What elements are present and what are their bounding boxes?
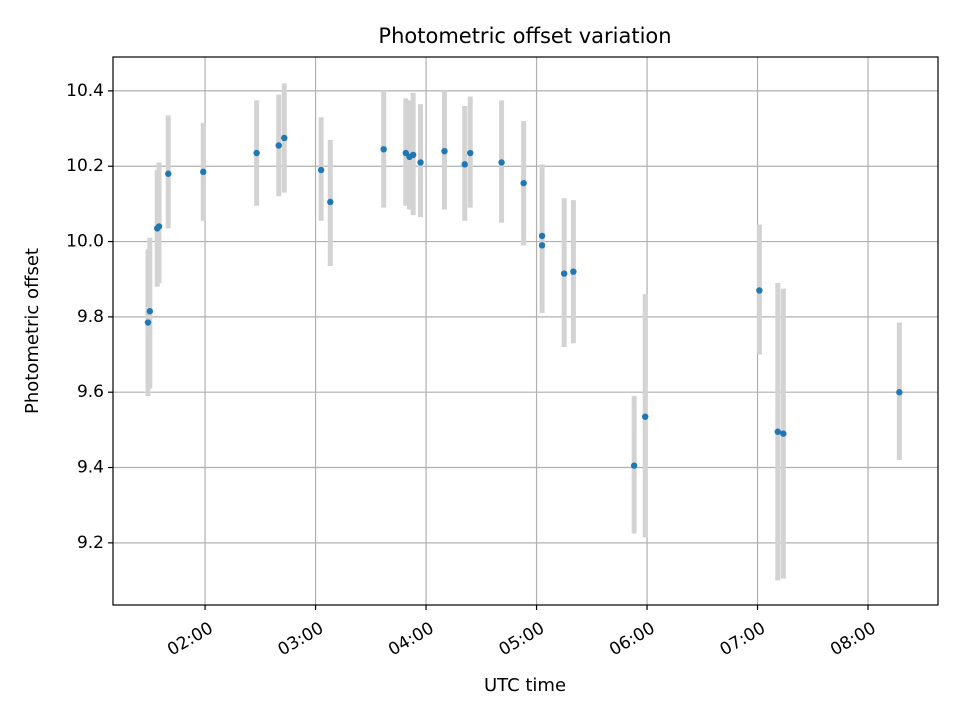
data-point bbox=[630, 462, 638, 469]
data-point bbox=[756, 287, 763, 294]
data-point bbox=[275, 142, 282, 149]
data-point bbox=[520, 179, 527, 187]
y-tick-label: 9.4 bbox=[77, 458, 104, 478]
data-point bbox=[641, 413, 649, 420]
data-point bbox=[780, 430, 787, 437]
data-points bbox=[144, 134, 903, 469]
y-tick-label: 9.8 bbox=[77, 307, 104, 327]
data-point bbox=[467, 149, 474, 157]
data-point bbox=[200, 168, 207, 176]
data-point bbox=[417, 159, 424, 166]
data-point bbox=[409, 151, 417, 159]
chart-title: Photometric offset variation bbox=[378, 24, 671, 48]
y-axis-title: Photometric offset bbox=[22, 248, 43, 414]
data-point bbox=[253, 149, 260, 157]
y-tick-label: 10.0 bbox=[66, 232, 104, 252]
data-point bbox=[498, 159, 505, 166]
data-point bbox=[155, 223, 163, 230]
data-point bbox=[327, 198, 334, 206]
y-tick-label: 10.2 bbox=[66, 156, 104, 176]
x-axis-title: UTC time bbox=[484, 675, 566, 696]
data-point bbox=[144, 319, 152, 326]
y-axis-ticks: 9.2 9.4 9.6 9.8 10.0 10.2 10.4 bbox=[66, 81, 113, 553]
data-point bbox=[281, 134, 288, 142]
plot-frame bbox=[112, 56, 939, 606]
y-tick-label: 10.4 bbox=[66, 81, 104, 101]
y-tick-label: 9.6 bbox=[77, 382, 104, 402]
data-point bbox=[538, 232, 546, 240]
data-point bbox=[441, 147, 448, 155]
y-tick-label: 9.2 bbox=[77, 533, 104, 553]
data-point bbox=[317, 166, 325, 174]
data-point bbox=[896, 389, 903, 396]
data-point bbox=[380, 146, 387, 153]
data-point bbox=[560, 270, 568, 277]
data-point bbox=[538, 242, 546, 249]
data-point bbox=[461, 161, 468, 168]
data-point bbox=[774, 428, 781, 435]
data-point bbox=[570, 268, 577, 275]
data-point bbox=[165, 170, 172, 177]
data-point bbox=[146, 308, 154, 315]
